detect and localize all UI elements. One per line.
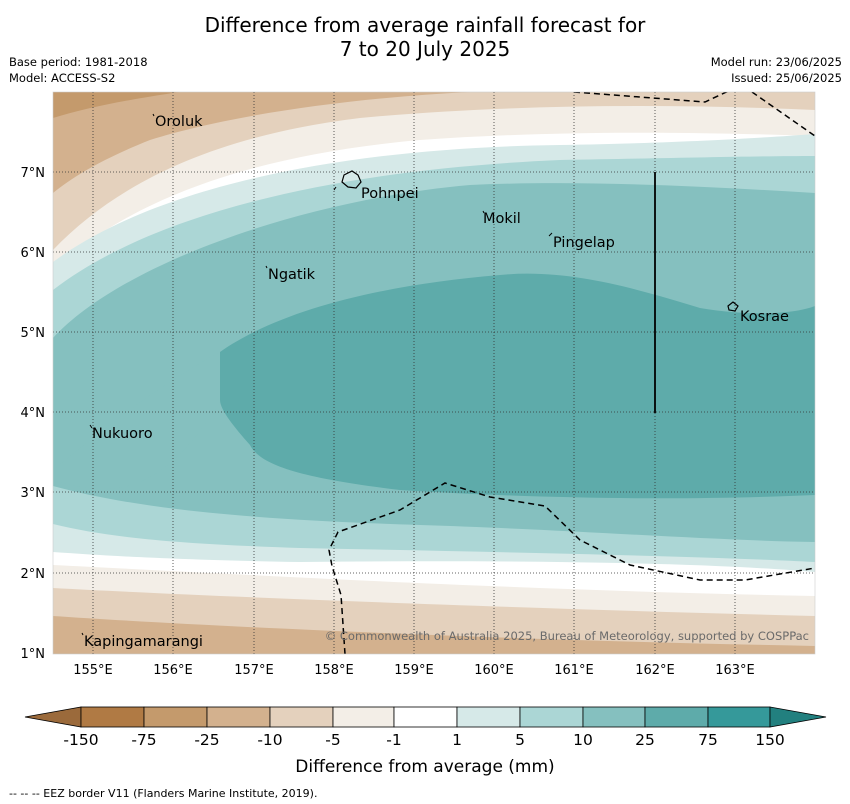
pohnpei-islet-mark xyxy=(333,186,337,191)
colorbar-tick: 25 xyxy=(635,731,655,749)
colorbar-segment xyxy=(456,706,521,728)
colorbar-tick: 10 xyxy=(573,731,593,749)
lat-label-2n: 2°N xyxy=(21,567,46,582)
colorbar-segment xyxy=(143,706,208,728)
lon-label-163e: 163°E xyxy=(715,663,755,678)
colorbar-segment xyxy=(206,706,271,728)
lon-label-158e: 158°E xyxy=(314,663,354,678)
band-moist-strong-west xyxy=(53,352,220,490)
colorbar-tick: -150 xyxy=(63,731,98,749)
colorbar-tick: 5 xyxy=(515,731,525,749)
lat-label-3n: 3°N xyxy=(21,486,46,501)
colorbar-tick: -25 xyxy=(194,731,219,749)
colorbar-label: Difference from average (mm) xyxy=(295,757,554,777)
forecast-map: Oroluk Pohnpei Mokil Pingelap Ngatik Kos… xyxy=(21,91,816,678)
band-north-tan xyxy=(53,92,815,250)
place-oroluk: Oroluk xyxy=(155,114,203,130)
map-contours: Oroluk Pohnpei Mokil Pingelap Ngatik Kos… xyxy=(53,92,815,654)
title-line-1: Difference from average rainfall forecas… xyxy=(204,13,646,37)
lon-label-157e: 157°E xyxy=(234,663,274,678)
colorbar-tick: -10 xyxy=(257,731,282,749)
colorbar-tick: -75 xyxy=(131,731,156,749)
band-north-brown xyxy=(53,92,470,193)
base-period: Base period: 1981-2018 xyxy=(9,55,148,69)
colorbar-tick: 150 xyxy=(755,731,785,749)
title-line-2: 7 to 20 July 2025 xyxy=(339,37,511,61)
lat-label-4n: 4°N xyxy=(21,406,46,421)
colorbar-tick: -5 xyxy=(325,731,340,749)
lon-label-155e: 155°E xyxy=(73,663,113,678)
colorbar-tick: 75 xyxy=(698,731,718,749)
colorbar: -150 -75 -25 -10 -5 -1 1 5 10 25 75 150 … xyxy=(9,706,827,800)
colorbar-segment xyxy=(332,706,395,728)
copyright-notice: © Commonwealth of Australia 2025, Bureau… xyxy=(325,629,809,643)
colorbar-tick: 1 xyxy=(452,731,462,749)
lat-label-6n: 6°N xyxy=(21,246,46,261)
lon-label-156e: 156°E xyxy=(153,663,193,678)
atoll-marks xyxy=(81,113,553,636)
band-moist-strongest xyxy=(220,273,815,499)
colorbar-segment xyxy=(644,706,709,728)
colorbar-segment xyxy=(519,706,584,728)
pingelap-mark xyxy=(548,232,553,237)
lon-label-160e: 160°E xyxy=(474,663,514,678)
colorbar-arrow-low xyxy=(24,706,82,728)
place-mokil: Mokil xyxy=(483,211,521,227)
lon-label-159e: 159°E xyxy=(394,663,434,678)
lat-label-7n: 7°N xyxy=(21,166,46,181)
ngatik-mark xyxy=(265,265,268,269)
colorbar-segment xyxy=(582,706,646,728)
eez-border xyxy=(328,92,815,654)
map-frame xyxy=(52,91,816,655)
place-kosrae: Kosrae xyxy=(740,309,789,325)
colorbar-segment xyxy=(393,706,458,728)
colorbar-tick: -1 xyxy=(386,731,401,749)
eez-footnote: -- -- -- EEZ border V11 (Flanders Marine… xyxy=(9,787,317,800)
band-south-brown xyxy=(53,616,815,654)
kosrae-island-outline xyxy=(727,301,739,312)
place-pohnpei: Pohnpei xyxy=(361,186,419,202)
model-name: Model: ACCESS-S2 xyxy=(9,71,116,85)
colorbar-arrow-high xyxy=(769,706,827,728)
pohnpei-island-outline xyxy=(341,170,362,189)
kapingamarangi-mark xyxy=(81,632,84,636)
place-pingelap: Pingelap xyxy=(553,235,615,251)
colorbar-segment xyxy=(80,706,145,728)
colorbar-segment xyxy=(269,706,334,728)
lon-label-162e: 162°E xyxy=(635,663,675,678)
place-nukuoro: Nukuoro xyxy=(92,426,153,442)
nukuoro-mark xyxy=(89,424,93,429)
lat-label-5n: 5°N xyxy=(21,326,46,341)
lon-label-161e: 161°E xyxy=(554,663,594,678)
mokil-mark xyxy=(482,210,485,214)
issued-date: Issued: 25/06/2025 xyxy=(731,71,842,85)
place-kapingamarangi: Kapingamarangi xyxy=(84,634,203,650)
colorbar-segment xyxy=(707,706,771,728)
oroluk-mark xyxy=(152,113,155,117)
lat-label-1n: 1°N xyxy=(21,647,46,662)
model-run: Model run: 23/06/2025 xyxy=(710,55,842,69)
place-ngatik: Ngatik xyxy=(268,267,316,283)
band-north-darkbrown xyxy=(53,92,180,118)
